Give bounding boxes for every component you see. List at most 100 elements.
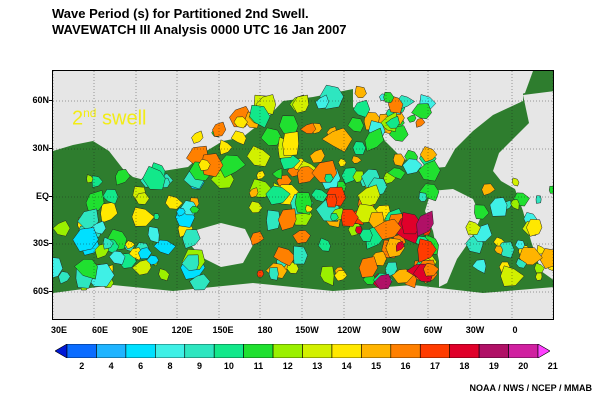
period-patch: [142, 165, 166, 190]
period-patch: [419, 146, 438, 163]
colorbar-segment: [419, 344, 450, 358]
period-patch: [374, 273, 393, 290]
swell-period-field: [53, 84, 553, 291]
period-patch: [189, 205, 200, 214]
overlay-suffix: nd: [83, 106, 97, 120]
colorbar-label: 11: [253, 361, 264, 371]
lat-label-30s: 30S: [32, 238, 49, 248]
period-patch: [510, 199, 520, 211]
period-patch: [53, 257, 63, 278]
lat-label-60n: 60N: [32, 95, 49, 105]
period-patch: [392, 153, 406, 167]
map-canvas: [53, 71, 553, 319]
period-patch: [248, 201, 263, 214]
lon-label-120e: 120E: [171, 325, 193, 335]
period-patch: [249, 187, 259, 198]
period-patch: [318, 237, 331, 252]
lon-label-150w: 150W: [295, 325, 319, 335]
colorbar-segment: [361, 344, 392, 358]
period-patch: [359, 229, 373, 242]
period-patch: [53, 220, 71, 237]
period-patch: [309, 148, 326, 164]
period-patch: [320, 266, 335, 287]
period-patch: [387, 167, 406, 180]
period-patch: [58, 271, 71, 285]
period-patch: [489, 197, 508, 217]
colorbar-segment: [96, 344, 127, 358]
colorbar-label: 19: [488, 361, 499, 371]
period-patch: [250, 231, 265, 246]
period-patch: [406, 114, 417, 123]
period-patch: [153, 213, 160, 220]
colorbar-label: 18: [459, 361, 470, 371]
colorbar-label: 8: [167, 361, 173, 371]
colorbar-label: 14: [341, 361, 352, 371]
period-patch: [494, 245, 503, 255]
colorbar-label: 21: [547, 361, 558, 371]
period-patch: [158, 268, 170, 282]
period-patch: [471, 259, 487, 274]
lon-label-180: 180: [257, 325, 273, 335]
period-patch: [384, 261, 398, 278]
period-patch: [147, 226, 160, 244]
period-patch: [260, 127, 282, 146]
land-asia: [53, 71, 353, 181]
period-patch: [514, 239, 525, 250]
period-patch: [165, 194, 183, 210]
period-patch: [324, 173, 334, 183]
period-patch: [233, 116, 248, 129]
colorbar-segment: [66, 344, 97, 358]
lat-tick-30s: [49, 243, 53, 244]
land-south-america: [425, 189, 481, 287]
colorbar-min-arrow: [55, 344, 68, 358]
period-patch: [138, 247, 152, 260]
title-line-2: WAVEWATCH III Analysis 0000 UTC 16 Jan 2…: [52, 22, 347, 37]
colorbar-label: 2: [79, 361, 85, 371]
lon-label-90e: 90E: [131, 325, 148, 335]
period-colorbar: [55, 344, 550, 358]
period-patch: [219, 139, 233, 156]
colorbar-label: 10: [223, 361, 234, 371]
period-patch: [330, 213, 339, 221]
lat-tick-eq: [49, 196, 53, 197]
period-patch: [481, 183, 496, 196]
period-patch: [292, 94, 309, 114]
period-patch: [364, 127, 385, 152]
period-patch: [385, 115, 400, 129]
colorbar-label: 12: [282, 361, 293, 371]
period-patch: [296, 166, 318, 184]
lon-label-90w: 90W: [381, 325, 401, 335]
period-patch: [292, 230, 311, 244]
period-patch: [135, 192, 150, 205]
lat-label-30n: 30N: [32, 143, 49, 153]
colorbar-label: 16: [400, 361, 411, 371]
period-patch: [548, 185, 553, 194]
lon-label-0: 0: [512, 325, 518, 335]
period-patch: [326, 193, 338, 208]
title-line-1: Wave Period (s) for Partitioned 2nd Swel…: [52, 6, 309, 21]
period-patch: [423, 263, 440, 277]
period-patch: [299, 122, 317, 134]
lon-label-120w: 120W: [337, 325, 361, 335]
period-patch: [86, 174, 94, 184]
colorbar-label: 6: [138, 361, 144, 371]
colorbar-segment: [390, 344, 421, 358]
colorbar-segment: [272, 344, 303, 358]
period-patch: [474, 204, 490, 220]
period-patch: [535, 272, 543, 281]
period-patch: [351, 155, 362, 164]
period-patch: [401, 212, 422, 235]
colorbar-label: 17: [429, 361, 440, 371]
period-patch: [355, 226, 363, 235]
period-patch: [265, 185, 291, 205]
period-patch: [352, 141, 366, 155]
period-patch: [402, 158, 423, 175]
period-patch: [74, 258, 98, 280]
colorbar-max-arrow: [537, 344, 550, 358]
period-patch: [416, 210, 434, 237]
period-patch: [535, 195, 542, 204]
lat-label-eq: EQ: [35, 191, 49, 201]
period-patch: [383, 91, 395, 103]
swell-overlay-label: 2nd swell: [72, 106, 147, 131]
period-patch: [108, 250, 126, 265]
